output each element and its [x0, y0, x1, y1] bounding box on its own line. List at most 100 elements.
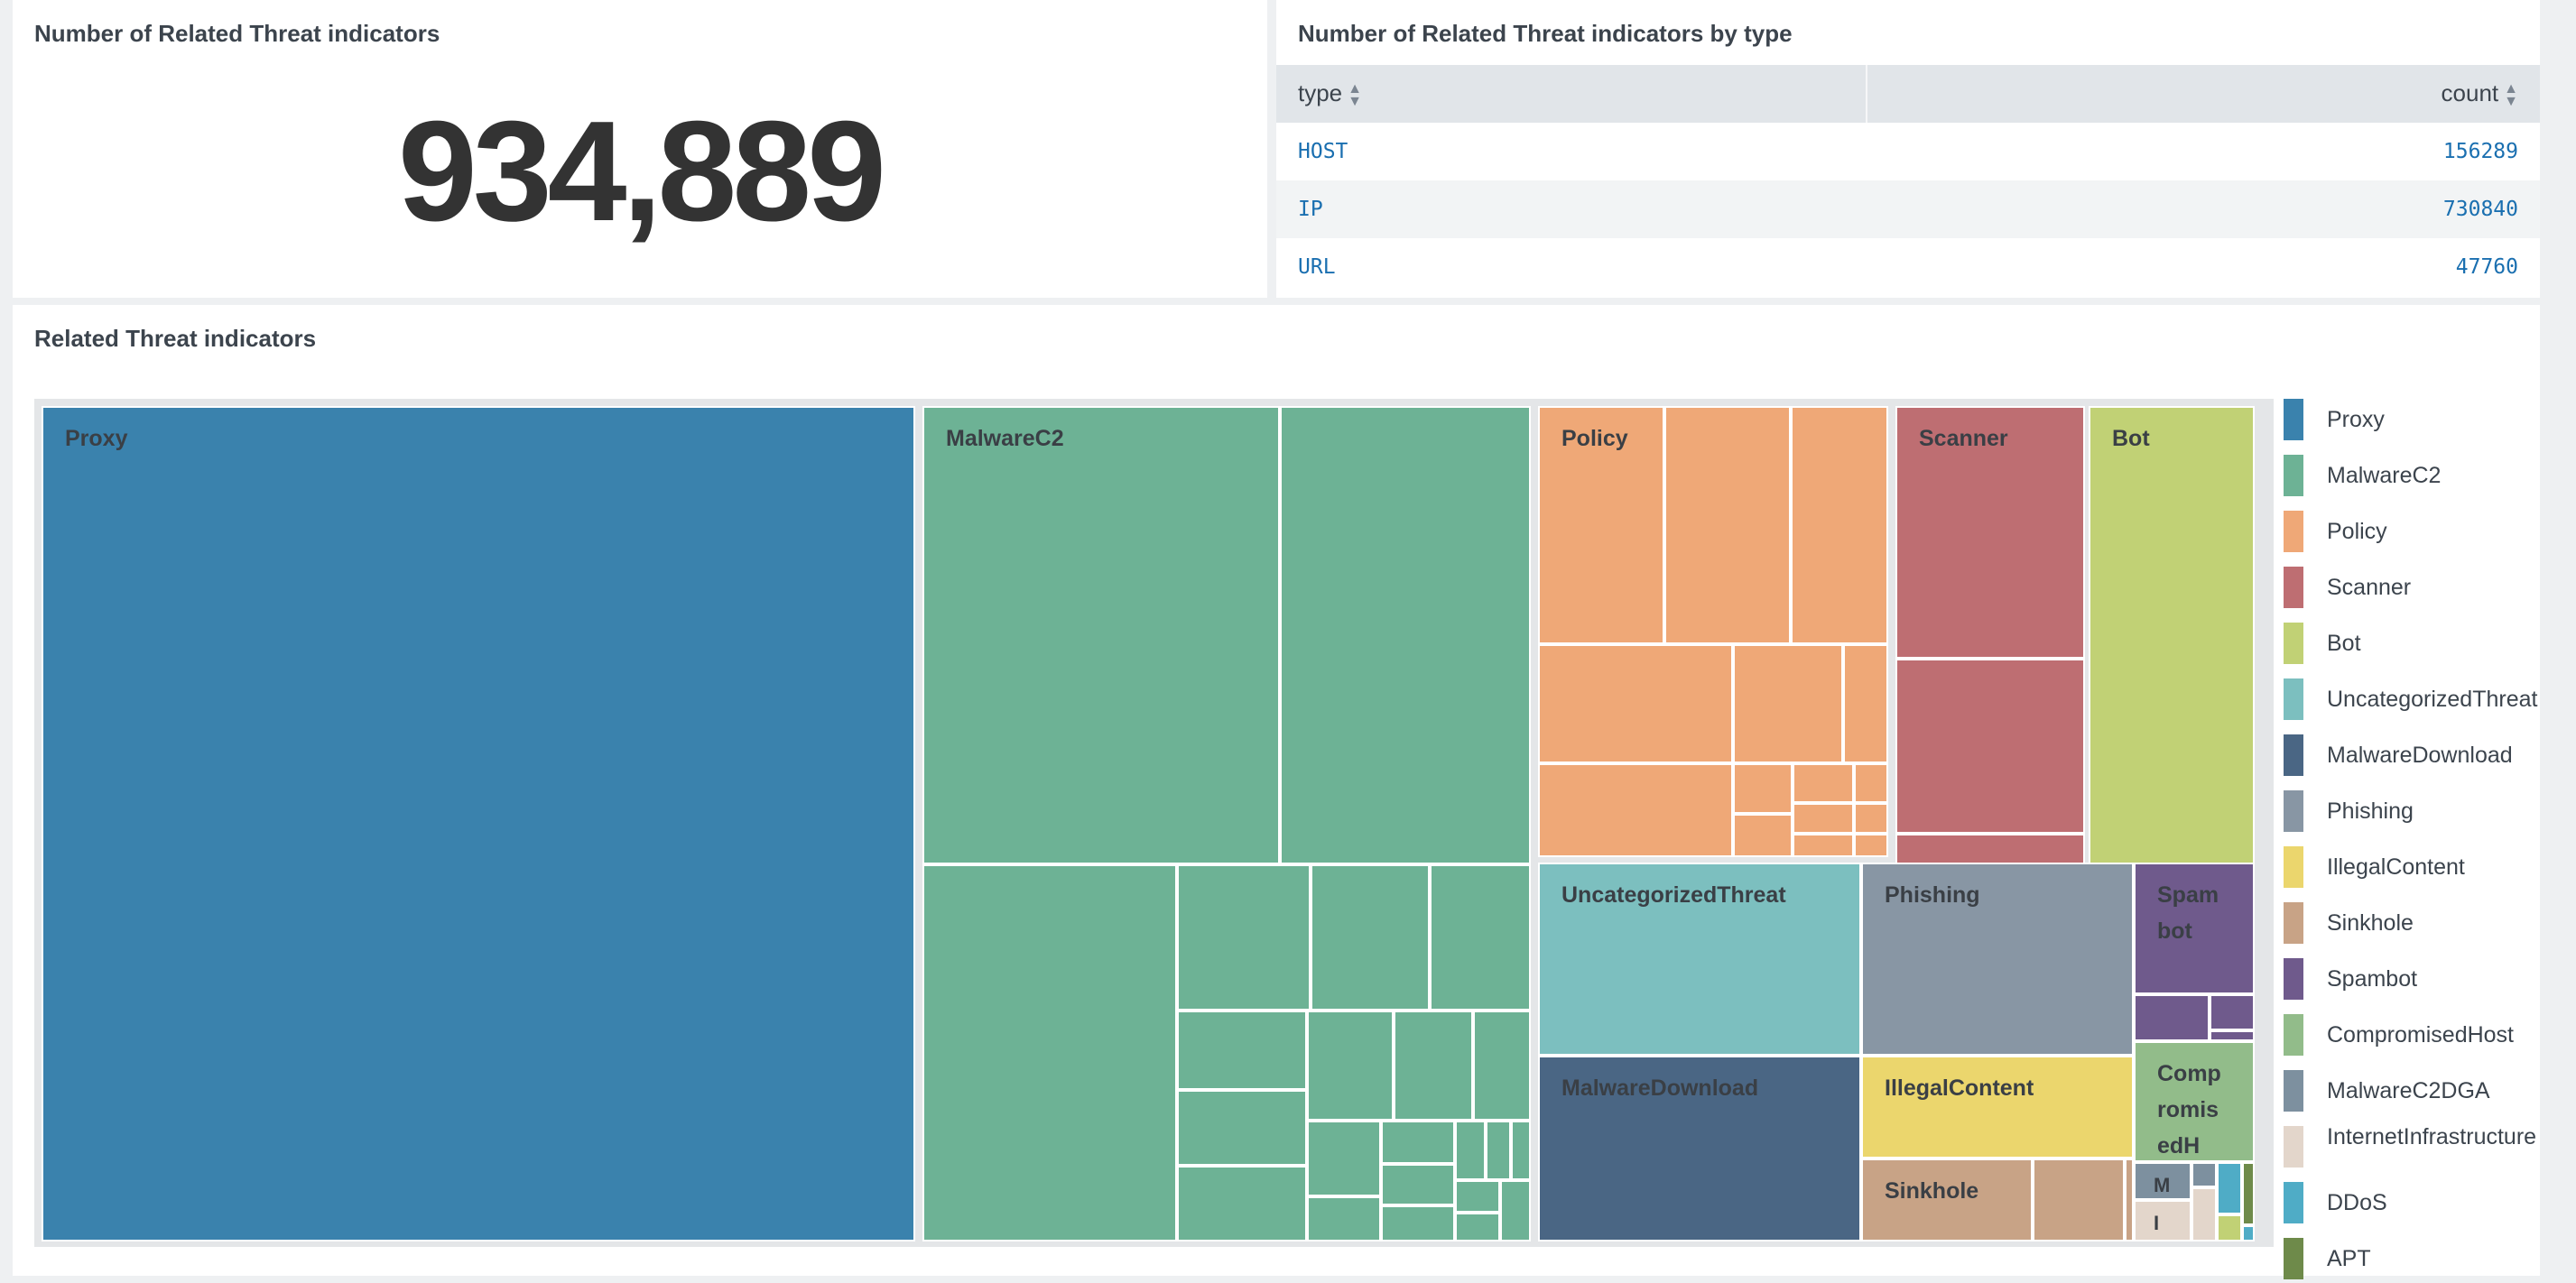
- legend-item-internetinfrastructure[interactable]: InternetInfrastructure: [2284, 1126, 2540, 1171]
- treemap-tile-policy[interactable]: [1793, 803, 1854, 834]
- legend-item-ddos[interactable]: DDoS: [2284, 1182, 2540, 1227]
- treemap-tile-malwarec2[interactable]: [1311, 864, 1430, 1011]
- legend-label: Scanner: [2327, 575, 2412, 600]
- legend-item-malwaredownload[interactable]: MalwareDownload: [2284, 734, 2540, 780]
- treemap-tile-malwarec2[interactable]: [1381, 1164, 1455, 1205]
- treemap-tile-malwarec2[interactable]: [1307, 1196, 1381, 1241]
- legend-item-bot[interactable]: Bot: [2284, 623, 2540, 668]
- column-header-type[interactable]: type ▲ ▼: [1276, 65, 1867, 123]
- treemap-tile-sinkhole[interactable]: [2033, 1158, 2125, 1241]
- treemap-tile-internetinfrastructure[interactable]: [2191, 1187, 2217, 1241]
- treemap-tile-malwarec2[interactable]: [1177, 1011, 1307, 1090]
- treemap-tile-policy[interactable]: [1733, 644, 1843, 763]
- table-cell-type[interactable]: HOST: [1298, 140, 1348, 163]
- treemap-tile-spambot[interactable]: [2210, 994, 2255, 1030]
- treemap-tile-policy[interactable]: [1538, 763, 1733, 857]
- treemap-tile-malwarec2[interactable]: [1280, 406, 1531, 864]
- treemap-tile-malwarec2[interactable]: [1486, 1121, 1511, 1180]
- treemap-tile-scanner[interactable]: [1895, 659, 2085, 834]
- legend-label: IllegalContent: [2327, 854, 2465, 880]
- treemap-tile-malwarec2dga[interactable]: [2191, 1162, 2217, 1187]
- legend-swatch: [2284, 1238, 2303, 1279]
- treemap-tile-sinkhole[interactable]: [2125, 1158, 2134, 1241]
- treemap-tile-policy[interactable]: [1793, 834, 1854, 857]
- by-type-table: type ▲ ▼ count ▲ ▼ HOST 156289 IP 730840 URL…: [1276, 65, 2540, 296]
- treemap-tile-malwaredownload[interactable]: MalwareDownload: [1538, 1056, 1861, 1241]
- legend-item-spambot[interactable]: Spambot: [2284, 958, 2540, 1003]
- treemap-tile-bot[interactable]: Bot: [2089, 406, 2255, 864]
- legend-item-illegalcontent[interactable]: IllegalContent: [2284, 846, 2540, 891]
- treemap-tile-bot[interactable]: [2217, 1214, 2242, 1241]
- table-cell-type[interactable]: IP: [1276, 180, 1867, 238]
- treemap-tile-scanner[interactable]: [1895, 834, 2085, 864]
- treemap-tile-proxy[interactable]: Proxy: [42, 406, 915, 1241]
- legend-item-phishing[interactable]: Phishing: [2284, 790, 2540, 835]
- treemap-tile-policy[interactable]: [1854, 834, 1888, 857]
- sort-icon[interactable]: ▲ ▼: [2504, 80, 2518, 109]
- legend-item-apt[interactable]: APT: [2284, 1238, 2540, 1283]
- treemap-tile-policy[interactable]: [1733, 814, 1793, 857]
- treemap-tile-compromisedhost[interactable]: CompromisedH: [2134, 1041, 2255, 1162]
- table-cell-type[interactable]: URL: [1298, 255, 1336, 279]
- legend-item-proxy[interactable]: Proxy: [2284, 399, 2540, 444]
- legend-item-policy[interactable]: Policy: [2284, 511, 2540, 556]
- treemap-tile-sinkhole[interactable]: Sinkhole: [1861, 1158, 2033, 1241]
- sort-icon[interactable]: ▲ ▼: [1348, 80, 1362, 109]
- treemap-tile-policy[interactable]: [1843, 644, 1888, 763]
- legend-swatch: [2284, 790, 2303, 832]
- treemap-tile-apt[interactable]: [2242, 1162, 2255, 1225]
- treemap-tile-label: M: [2154, 1174, 2171, 1196]
- treemap-tile-malwarec2[interactable]: [1455, 1180, 1500, 1213]
- by-type-panel: Number of Related Threat indicators by t…: [1276, 0, 2540, 298]
- table-cell-count[interactable]: 156289: [2442, 140, 2518, 163]
- treemap-tile-malwarec2[interactable]: [1177, 864, 1311, 1011]
- treemap-tile-malwarec2[interactable]: [1511, 1121, 1531, 1180]
- treemap-tile-uncategorizedthreat[interactable]: UncategorizedThreat: [1538, 863, 1861, 1056]
- treemap-tile-policy[interactable]: [1538, 644, 1733, 763]
- treemap-tile-policy[interactable]: [1854, 763, 1888, 803]
- treemap-tile-ddos[interactable]: [2217, 1162, 2242, 1214]
- legend-swatch: [2284, 846, 2303, 888]
- treemap-tile-malwarec2[interactable]: [922, 864, 1177, 1241]
- treemap-tile-spambot[interactable]: Spambot: [2134, 863, 2255, 994]
- treemap-tile-policy[interactable]: [1793, 763, 1854, 803]
- treemap-tile-ddos[interactable]: [2242, 1225, 2255, 1241]
- treemap-tile-internetinfrastructure[interactable]: I: [2134, 1200, 2191, 1241]
- treemap-tile-malwarec2[interactable]: [1455, 1213, 1500, 1241]
- treemap-tile-malwarec2[interactable]: [1473, 1011, 1531, 1121]
- treemap-tile-malwarec2[interactable]: [1455, 1121, 1486, 1180]
- table-cell-count[interactable]: 730840: [1867, 180, 2540, 238]
- treemap-tile-policy[interactable]: [1854, 803, 1888, 834]
- legend-item-sinkhole[interactable]: Sinkhole: [2284, 902, 2540, 947]
- treemap-tile-policy[interactable]: [1664, 406, 1791, 644]
- treemap-tile-policy[interactable]: Policy: [1538, 406, 1664, 644]
- legend-item-scanner[interactable]: Scanner: [2284, 567, 2540, 612]
- treemap-tile-malwarec2[interactable]: [1430, 864, 1531, 1011]
- treemap-tile-policy[interactable]: [1791, 406, 1888, 644]
- treemap-tile-malwarec2[interactable]: [1177, 1090, 1307, 1166]
- column-header-count[interactable]: count ▲ ▼: [1867, 65, 2540, 123]
- legend-item-compromisedhost[interactable]: CompromisedHost: [2284, 1014, 2540, 1059]
- treemap-tile-malwarec2[interactable]: [1394, 1011, 1473, 1121]
- treemap-tile-spambot[interactable]: [2210, 1030, 2255, 1041]
- treemap-tile-scanner[interactable]: Scanner: [1895, 406, 2085, 659]
- legend-label: Spambot: [2327, 966, 2418, 992]
- treemap-tile-malwarec2[interactable]: [1177, 1166, 1307, 1241]
- table-cell-count[interactable]: 47760: [2455, 255, 2518, 279]
- legend-item-malwarec2[interactable]: MalwareC2: [2284, 455, 2540, 500]
- treemap-tile-malwarec2dga[interactable]: M: [2134, 1162, 2191, 1200]
- treemap-tile-malwarec2[interactable]: MalwareC2: [922, 406, 1280, 864]
- legend-item-uncategorizedthreat[interactable]: UncategorizedThreat: [2284, 678, 2540, 724]
- treemap-tile-label: CompromisedH: [2157, 1061, 2221, 1158]
- count-value[interactable]: 934,889: [397, 92, 886, 251]
- treemap-tile-malwarec2[interactable]: [1381, 1121, 1455, 1164]
- treemap-tile-malwarec2[interactable]: [1307, 1011, 1394, 1121]
- treemap-tile-malwarec2[interactable]: [1381, 1205, 1455, 1241]
- treemap-tile-spambot[interactable]: [2134, 994, 2210, 1041]
- treemap-tile-policy[interactable]: [1733, 763, 1793, 814]
- treemap-tile-illegalcontent[interactable]: IllegalContent: [1861, 1056, 2134, 1158]
- treemap-tile-malwarec2[interactable]: [1500, 1180, 1531, 1241]
- treemap-tile-malwarec2[interactable]: [1307, 1121, 1381, 1196]
- treemap-tile-phishing[interactable]: Phishing: [1861, 863, 2134, 1056]
- legend-item-malwarec2dga[interactable]: MalwareC2DGA: [2284, 1070, 2540, 1115]
